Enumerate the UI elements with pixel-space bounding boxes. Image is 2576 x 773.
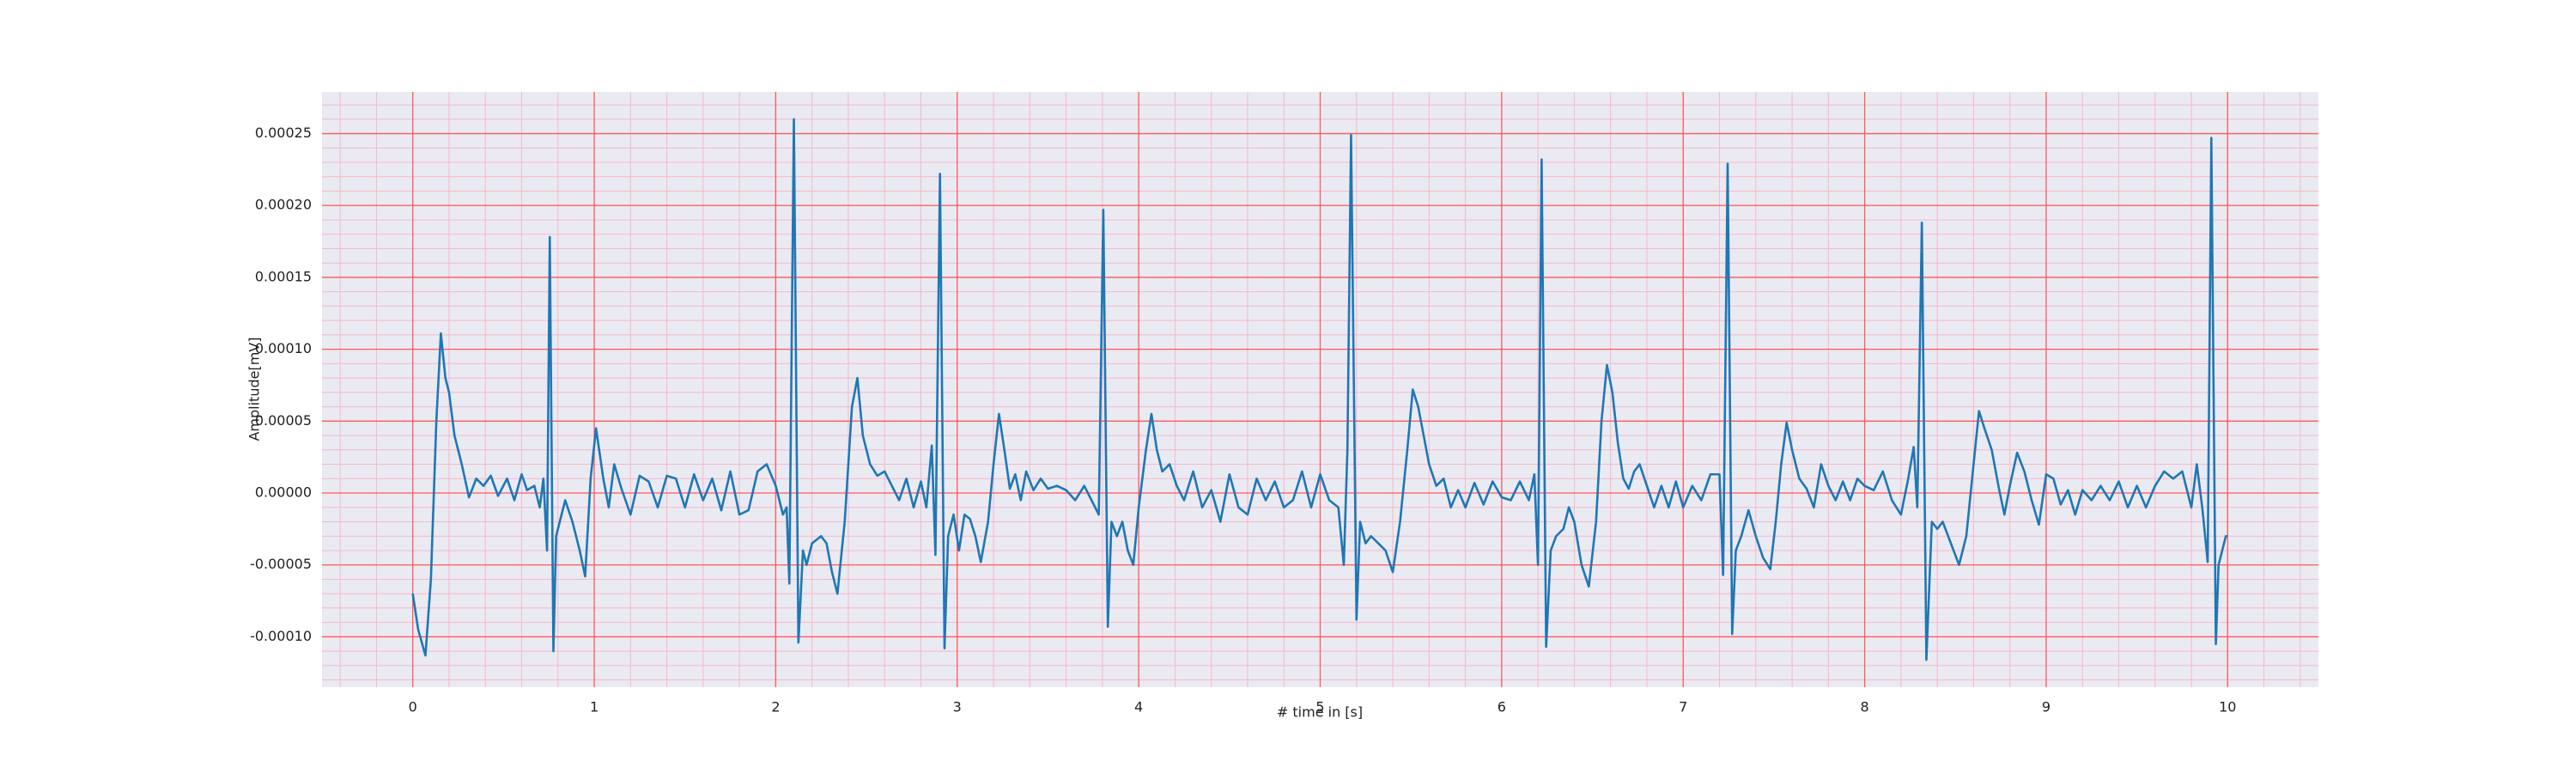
x-tick-label: 1: [590, 699, 598, 715]
x-tick-label: 8: [1860, 699, 1868, 715]
y-tick-label: -0.00005: [250, 556, 312, 572]
x-tick-label: 7: [1679, 699, 1687, 715]
x-tick-label: 0: [409, 699, 417, 715]
x-axis-label: # time in [s]: [1277, 704, 1363, 721]
x-tick-label: 4: [1134, 699, 1143, 715]
y-tick-label: 0.00005: [255, 412, 312, 429]
x-tick-label: 3: [953, 699, 962, 715]
tick-labels: 0 1 2 3 4 5 6 7 8 9 10 -0.00010 -0.00005 0.00000 0.000…: [250, 125, 2236, 715]
x-tick-label: 6: [1498, 699, 1506, 715]
y-axis-label: Amplitude[mV]: [246, 337, 263, 441]
x-tick-label: 9: [2042, 699, 2050, 715]
y-tick-label: 0.00020: [255, 197, 312, 213]
major-grid: [322, 92, 2318, 687]
y-tick-label: 0.00010: [255, 340, 312, 356]
y-tick-label: -0.00010: [250, 628, 312, 644]
y-tick-label: 0.00015: [255, 268, 312, 284]
x-tick-label: 2: [771, 699, 780, 715]
x-tick-label: 10: [2219, 699, 2236, 715]
y-tick-label: 0.00000: [255, 484, 312, 501]
data-layer: [411, 118, 2228, 661]
signal-line: [411, 118, 2228, 661]
y-tick-label: 0.00025: [255, 125, 312, 141]
x-tick-label: 5: [1315, 699, 1324, 715]
